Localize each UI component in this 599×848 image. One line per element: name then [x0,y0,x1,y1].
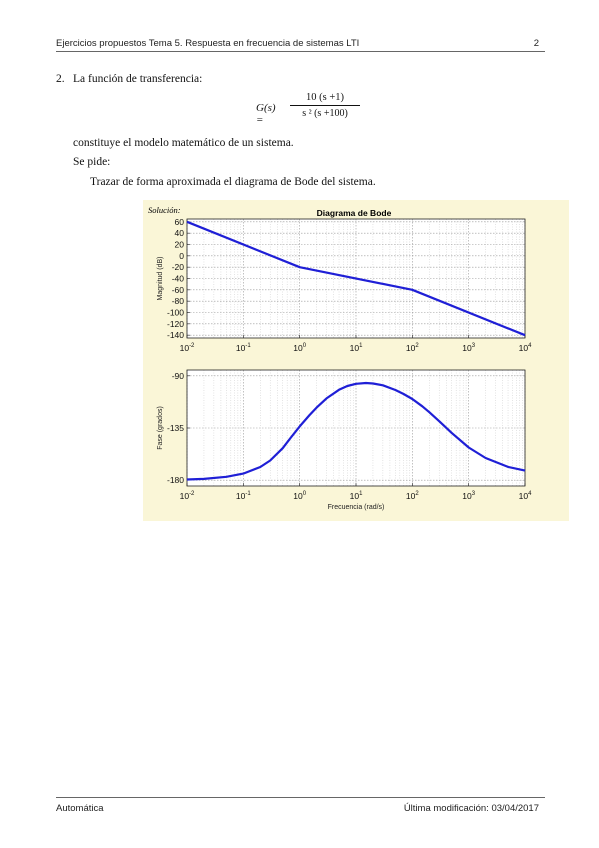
phase-plot: 10-2 10-1 100 101 102 103 104 -90 -135 -180 Fase (… [157,369,532,511]
page-footer: Automática Última modificación: 03/04/20… [56,803,545,814]
phase-x-tick-label: 103 [462,491,475,501]
magnitude-y-tick-label: -140 [167,330,184,340]
magnitude-y-tick-label: 40 [175,228,185,238]
magnitude-y-tick-label: -80 [172,296,185,306]
magnitude-y-tick-label: -100 [167,308,184,318]
footer-right: Última modificación: 03/04/2017 [403,803,539,814]
magnitude-x-tick-label: 10-2 [180,343,195,353]
header-rule [56,51,545,52]
footer-left: Automática [56,803,104,814]
phase-series-line [186,381,526,481]
equation-numerator: 10 (s +1) [290,92,360,106]
phase-y-axis-label: Fase (grados) [157,406,164,450]
phase-x-tick-label: 10-2 [180,491,195,501]
phase-x-tick-label: 100 [293,491,306,501]
phase-x-tick-label: 102 [406,491,419,501]
se-pide-label: Se pide: [73,156,111,168]
exercise-intro: La función de transferencia: [73,73,203,85]
magnitude-plot: 10-2 10-1 100 101 102 103 1046040200-20-40-60-… [157,217,532,353]
magnitude-y-tick-label: 0 [179,251,184,261]
solution-label: Solución: [148,205,181,215]
phase-x-tick-label: 10-1 [236,491,251,501]
equation-denominator: s ² (s +100) [302,108,348,119]
magnitude-x-tick-label: 101 [350,343,363,353]
page-header: Ejercicios propuestos Tema 5. Respuesta … [56,38,545,49]
phase-y-tick-label: -90 [172,371,185,381]
exercise-number: 2. [56,73,65,85]
footer-rule [56,797,545,798]
magnitude-x-tick-label: 103 [462,343,475,353]
magnitude-series-line [186,220,526,337]
magnitude-y-tick-label: -40 [172,274,185,284]
magnitude-y-tick-label: -120 [167,319,184,329]
bode-diagram: Solución: Diagrama de Bode 10-2 10-1 100 10… [148,205,532,511]
bode-figure: Solución: Diagrama de Bode 10-2 10-1 100 10… [143,200,569,521]
phase-x-tick-label: 101 [350,491,363,501]
equation-fraction: 10 (s +1) s ² (s +100) [290,92,360,119]
magnitude-x-tick-label: 104 [519,343,532,353]
exercise-after-text: constituye el modelo matemático de un si… [73,137,294,149]
magnitude-y-tick-label: -60 [172,285,185,295]
magnitude-y-axis-label: Magnitud (dB) [157,257,164,301]
magnitude-y-tick-label: 60 [175,217,185,227]
phase-x-axis-label: Frecuencia (rad/s) [328,504,385,511]
magnitude-y-tick-label: 20 [175,240,185,250]
magnitude-y-tick-label: -20 [172,262,185,272]
phase-x-tick-label: 104 [519,491,532,501]
phase-y-tick-label: -135 [167,423,184,433]
phase-y-tick-label: -180 [167,475,184,485]
magnitude-x-tick-label: 102 [406,343,419,353]
header-title: Ejercicios propuestos Tema 5. Respuesta … [56,38,360,49]
bode-title: Diagrama de Bode [317,208,392,218]
magnitude-x-tick-label: 10-1 [236,343,251,353]
page-number: 2 [533,38,539,49]
magnitude-x-tick-label: 100 [293,343,306,353]
equation-lhs: G(s) = [256,102,276,126]
task-text: Trazar de forma aproximada el diagrama d… [90,176,376,188]
